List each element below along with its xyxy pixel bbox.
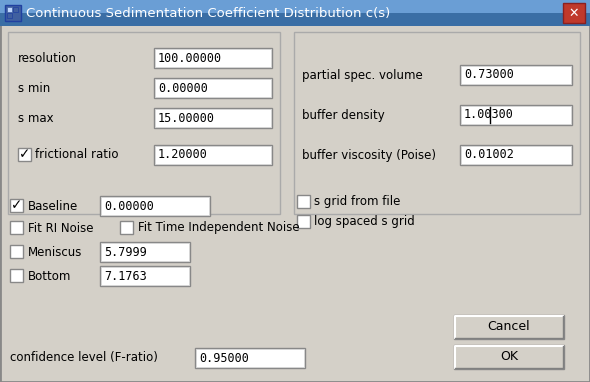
Bar [155,146,271,164]
Text: s min: s min [18,81,50,94]
Text: frictional ratio: frictional ratio [35,149,119,162]
Text: ✓: ✓ [11,199,22,212]
Bar [7,13,12,18]
Text: 15.00000: 15.00000 [158,112,215,125]
Text: 5.7999: 5.7999 [104,246,147,259]
Bar [195,348,305,368]
Bar [155,79,271,97]
Bar [155,109,271,127]
Bar [461,66,571,84]
Bar [460,105,572,125]
Text: Meniscus: Meniscus [28,246,83,259]
Text: s grid from file: s grid from file [314,196,401,209]
Text: 1.20000: 1.20000 [158,149,208,162]
Bar [461,146,571,164]
Bar [100,196,210,216]
Text: ✕: ✕ [569,6,579,19]
Text: 100.00000: 100.00000 [158,52,222,65]
Bar [5,5,21,21]
Bar [154,108,272,128]
Bar [154,48,272,68]
Bar [460,65,572,85]
Text: Fit RI Noise: Fit RI Noise [28,222,93,235]
Bar [101,243,189,261]
Bar [297,215,310,228]
Text: 0.01002: 0.01002 [464,149,514,162]
Text: 0.95000: 0.95000 [199,351,249,364]
Text: s max: s max [18,112,54,125]
Text: 7.1763: 7.1763 [104,269,147,283]
Text: Continuous Sedimentation Coefficient Distribution c(s): Continuous Sedimentation Coefficient Dis… [26,6,390,19]
Text: Bottom: Bottom [28,269,71,283]
Text: ✓: ✓ [19,147,30,162]
Bar [8,32,280,214]
Bar [10,199,23,212]
Text: 1.00300: 1.00300 [464,108,514,121]
Bar [154,145,272,165]
Text: OK: OK [500,351,518,364]
Bar [101,197,209,215]
Text: resolution: resolution [18,52,77,65]
Bar [563,3,585,23]
Bar [101,267,189,285]
Bar [0,0,590,13]
Text: Cancel: Cancel [488,320,530,333]
Text: buffer density: buffer density [302,108,385,121]
Bar [100,266,190,286]
Text: buffer viscosity (Poise): buffer viscosity (Poise) [302,149,436,162]
Bar [154,78,272,98]
Bar [0,0,590,26]
Text: Baseline: Baseline [28,199,78,212]
Text: 0.73000: 0.73000 [464,68,514,81]
Text: 0.00000: 0.00000 [104,199,154,212]
Bar [10,269,23,282]
Bar [7,7,12,12]
Bar [454,315,564,339]
Bar [18,148,31,161]
Bar [155,49,271,67]
Text: 0.00000: 0.00000 [158,81,208,94]
Bar [120,221,133,234]
Text: partial spec. volume: partial spec. volume [302,68,423,81]
Text: log spaced s grid: log spaced s grid [314,215,415,228]
Bar [10,221,23,234]
Bar [100,242,190,262]
Bar [196,349,304,367]
Bar [461,106,571,124]
Bar [10,245,23,258]
Bar [454,345,564,369]
Text: confidence level (F-ratio): confidence level (F-ratio) [10,351,158,364]
Bar [13,7,18,12]
Bar [460,145,572,165]
Bar [294,32,580,214]
Text: Fit Time Independent Noise: Fit Time Independent Noise [138,222,300,235]
Bar [297,195,310,208]
